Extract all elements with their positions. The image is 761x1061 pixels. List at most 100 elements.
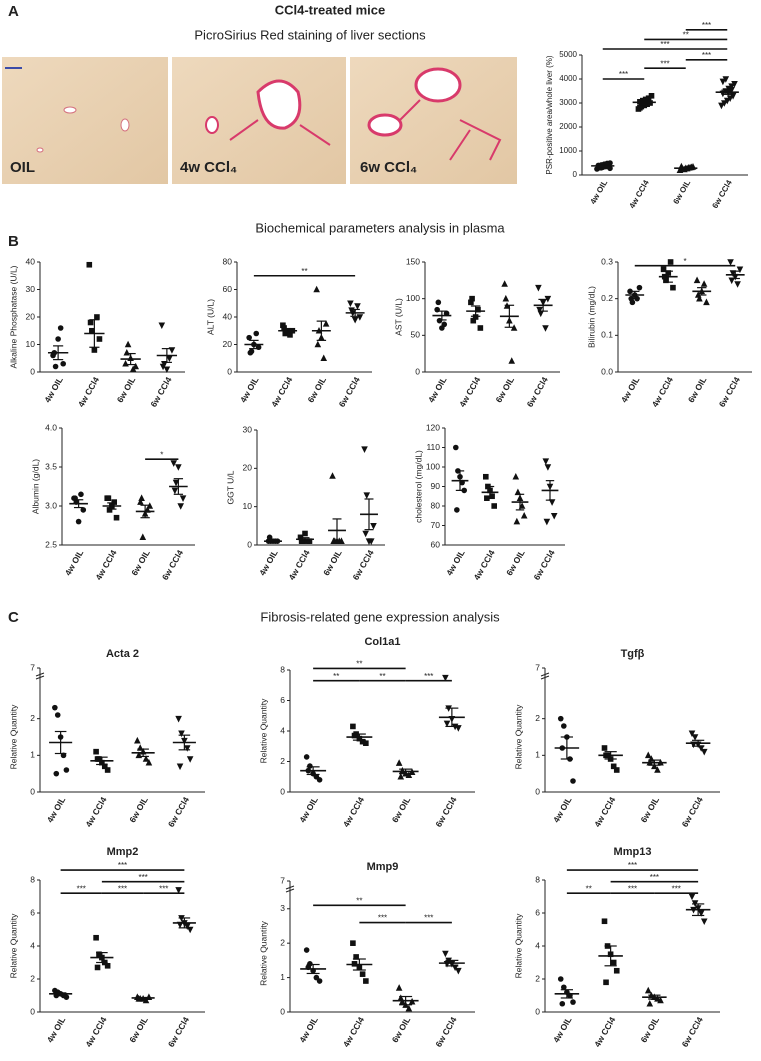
data-point [359,971,366,977]
data-point [700,748,708,756]
y-tick-label: 2 [535,973,540,983]
data-point [731,81,738,88]
data-point [736,266,744,274]
x-tick-label: 6w OIL [638,1015,661,1044]
significance-label: *** [378,914,387,923]
data-point [104,963,111,969]
y-tick-label: 0 [535,786,540,796]
data-point [657,996,664,1004]
data-point [535,284,542,292]
data-point [727,259,734,266]
y-tick-label: 0 [30,786,35,796]
x-tick-label: 4w OIL [63,548,86,577]
data-point [96,336,103,342]
data-point [557,715,564,722]
data-point [637,105,643,111]
y-tick-label: 3.5 [45,461,57,471]
data-point [489,493,495,500]
y-tick-label: 1000 [559,146,577,155]
panel-label: C [8,609,19,626]
significance-label: ** [683,31,689,40]
y-tick-label: 90 [431,481,441,491]
data-point [134,736,141,744]
y-tick-label: 0.0 [601,366,613,376]
y-tick-label: 10 [243,501,253,511]
data-point [363,978,369,984]
data-point [89,327,95,334]
x-tick-label: 4w OIL [297,1015,320,1044]
data-point [57,325,64,331]
data-point [455,967,462,975]
significance-label: ** [356,896,362,905]
y-axis-label: Bilirubin (mg/dL) [586,286,596,348]
data-point [159,363,167,371]
y-tick-label: 4 [30,940,35,950]
x-tick-label: 4w CCl4 [650,375,675,409]
data-point [644,751,652,759]
data-point [172,479,180,487]
data-point [75,518,82,525]
y-tick-label: 0 [573,170,578,179]
y-tick-label: 150 [406,256,420,266]
x-tick-label: 6w OIL [127,795,150,824]
y-tick-label: 0 [30,1006,35,1016]
y-break-label: 7 [280,875,285,885]
significance-label: *** [650,873,659,882]
x-tick-label: 4w CCl4 [457,375,482,409]
data-point [132,362,139,370]
data-point [53,770,60,777]
data-point [363,740,369,746]
x-tick-label: 4w CCl4 [341,795,366,829]
data-point [52,363,59,370]
y-tick-label: 110 [426,442,440,452]
y-tick-label: 2.5 [45,539,57,549]
data-point [570,999,576,1005]
y-tick-label: 100 [406,293,420,303]
data-point [514,488,522,496]
y-tick-label: 1 [535,750,540,760]
data-point [646,999,654,1007]
y-tick-label: 0 [415,366,420,376]
y-tick-label: 1 [30,750,35,760]
data-point [693,276,701,284]
data-point [142,755,150,762]
data-point [607,165,613,172]
x-tick-label: 6w OIL [638,795,661,824]
data-point [601,918,608,925]
data-point [78,491,84,498]
data-point [322,320,330,327]
data-point [316,978,323,984]
x-tick-label: 6w CCl4 [680,1015,705,1049]
data-point [561,984,567,991]
chart-title: Col1a1 [364,636,400,648]
data-point [477,325,484,331]
y-tick-label: 8 [280,664,285,674]
y-tick-label: 40 [26,256,36,266]
chart-title: Mmp9 [367,861,399,873]
x-tick-label: 4w OIL [297,795,320,824]
x-tick-label: 6w CCl4 [433,795,458,829]
chart-title: Mmp2 [107,846,139,858]
data-point [441,321,448,328]
y-tick-label: 4 [535,940,540,950]
x-tick-label: 4w CCl4 [592,795,617,829]
y-tick-label: 2 [535,713,540,723]
data-point [469,295,475,302]
data-point [287,332,293,338]
data-point [313,285,320,293]
x-tick-label: 4w OIL [257,548,280,577]
data-point [654,766,661,773]
y-tick-label: 2 [280,937,285,947]
data-point [303,947,310,953]
significance-label: * [683,257,686,266]
significance-label: ** [301,267,307,276]
data-point [603,979,609,986]
data-point [688,730,696,738]
data-point [105,495,112,501]
x-tick-label: 4w CCl4 [286,548,311,582]
panel-subtitle: PicroSirius Red staining of liver sectio… [194,27,426,42]
data-point [470,317,477,324]
data-point [347,300,354,308]
data-point [87,319,94,326]
y-tick-label: 2 [30,973,35,983]
